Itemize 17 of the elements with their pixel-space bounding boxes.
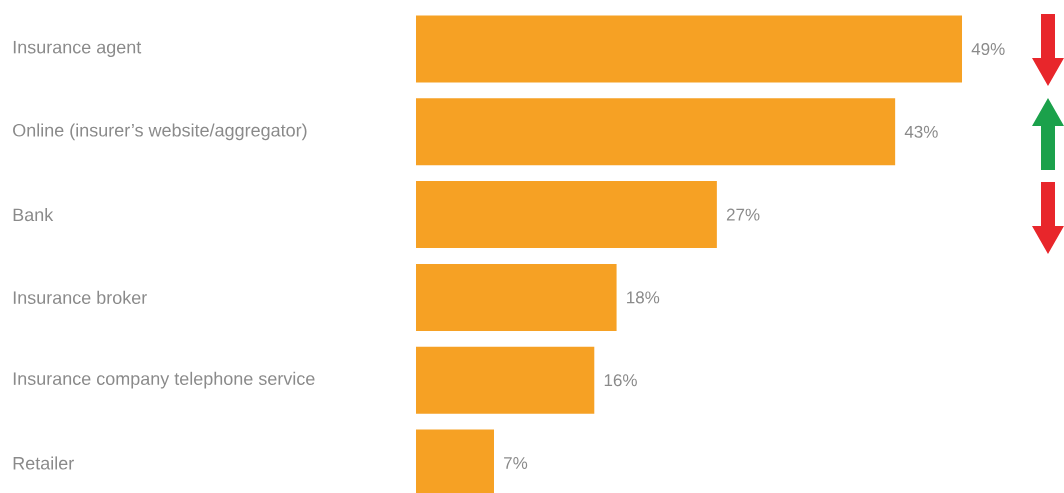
data-label: 16% [604, 374, 637, 387]
bar [416, 15, 963, 83]
bar [416, 346, 595, 414]
y-tick-label: Insurance agent [13, 40, 142, 58]
data-label: 7% [504, 457, 528, 469]
bar [416, 181, 717, 249]
data-label: 18% [627, 291, 660, 304]
data-label: 43% [904, 125, 938, 138]
y-tick-label: Insurance broker [13, 290, 147, 304]
y-tick-label: Retailer [13, 456, 74, 470]
bar [416, 98, 896, 166]
y-tick-label: Online (insurer’s website/aggregator) [13, 123, 307, 141]
data-label: 49% [971, 42, 1005, 56]
y-tick-label: Bank [13, 207, 54, 222]
bar [416, 263, 617, 331]
data-label: 27% [726, 208, 760, 221]
y-tick-label: Insurance company telephone service [13, 371, 315, 389]
